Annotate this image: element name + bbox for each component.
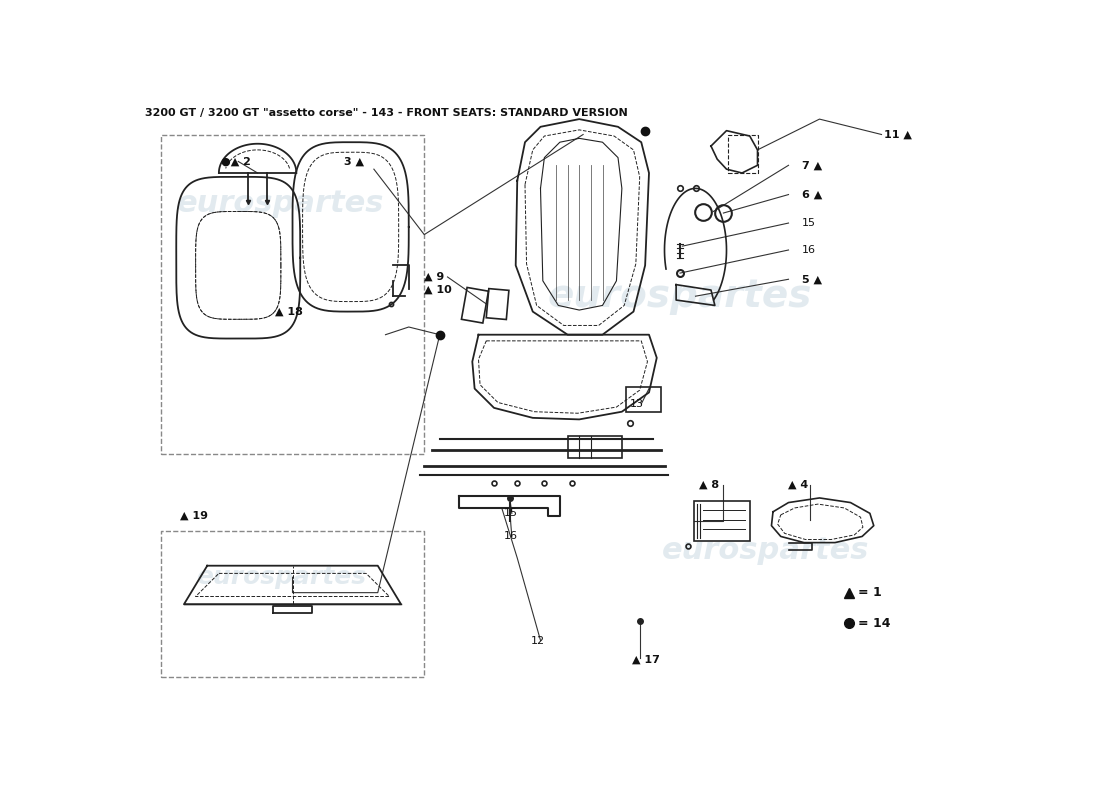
Text: 11 ▲: 11 ▲ — [883, 130, 912, 139]
Text: 3 ▲: 3 ▲ — [344, 157, 364, 166]
Text: 15: 15 — [504, 508, 518, 518]
Text: 12: 12 — [531, 636, 546, 646]
Text: 3200 GT / 3200 GT "assetto corse" - 143 - FRONT SEATS: STANDARD VERSION: 3200 GT / 3200 GT "assetto corse" - 143 … — [145, 107, 628, 118]
Bar — [568, 436, 622, 458]
Text: 5 ▲: 5 ▲ — [802, 274, 822, 284]
Text: 13: 13 — [629, 399, 644, 409]
Text: ▲ 17: ▲ 17 — [631, 654, 660, 665]
Text: ▲ 8: ▲ 8 — [700, 480, 719, 490]
Text: ▲ 18: ▲ 18 — [275, 306, 304, 317]
Text: 7 ▲: 7 ▲ — [802, 160, 822, 170]
Text: ▲ 4: ▲ 4 — [789, 480, 808, 490]
Bar — [462, 287, 488, 323]
Text: 15: 15 — [802, 218, 816, 228]
Text: = 1: = 1 — [858, 586, 882, 599]
Text: = 14: = 14 — [858, 617, 891, 630]
Text: 16: 16 — [802, 245, 816, 255]
Bar — [694, 501, 750, 541]
Text: eurospartes: eurospartes — [177, 190, 385, 218]
Text: eurospartes: eurospartes — [548, 278, 812, 315]
Text: ▲ 19: ▲ 19 — [180, 510, 208, 521]
Text: 16: 16 — [504, 531, 518, 542]
Text: eurospartes: eurospartes — [196, 566, 366, 590]
Text: ▲ 10: ▲ 10 — [425, 285, 452, 295]
Bar — [626, 387, 661, 412]
Text: ▲ 9: ▲ 9 — [425, 272, 444, 282]
Bar — [486, 289, 509, 319]
Text: 6 ▲: 6 ▲ — [802, 190, 822, 199]
Text: eurospartes: eurospartes — [661, 536, 869, 565]
Text: ●▲ 2: ●▲ 2 — [221, 157, 251, 166]
